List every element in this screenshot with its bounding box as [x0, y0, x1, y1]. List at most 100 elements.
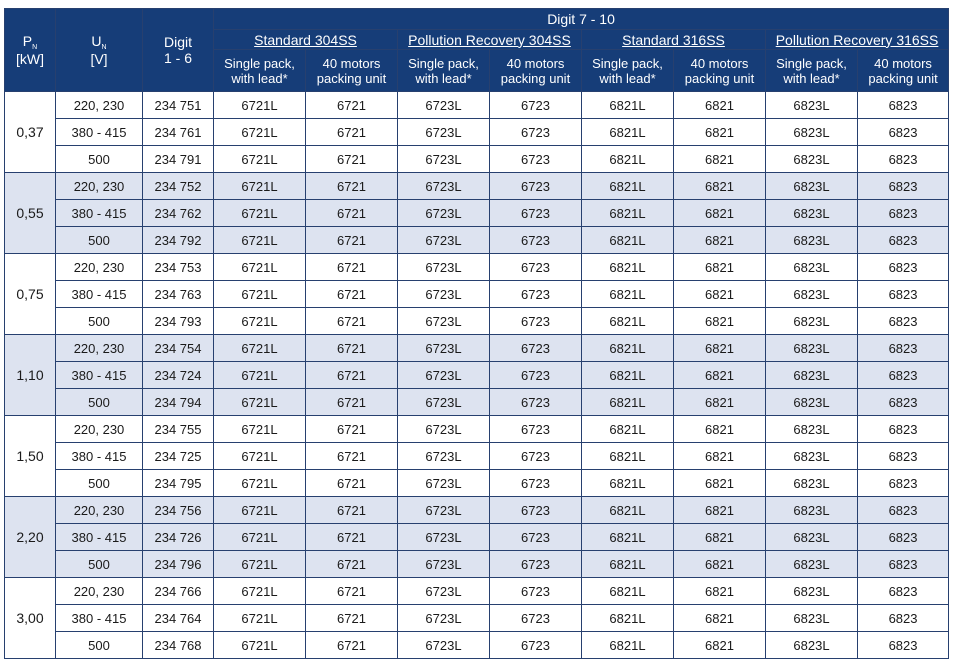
code-cell: 6721 — [305, 118, 398, 146]
code-cell: 6723 — [489, 91, 582, 119]
digit-cell: 234 756 — [142, 496, 214, 524]
voltage-cell: 500 — [55, 307, 143, 335]
code-cell: 6821 — [673, 172, 766, 200]
power-header: PN [kW] — [4, 8, 56, 92]
power-cell: 1,10 — [4, 334, 56, 416]
code-cell: 6823L — [765, 523, 858, 551]
digit-cell: 234 724 — [142, 361, 214, 389]
40-motors-header-line1: 40 motors — [874, 55, 932, 71]
group-header-0: Standard 304SS — [213, 29, 398, 50]
code-cell: 6821L — [581, 469, 674, 497]
voltage-cell: 500 — [55, 631, 143, 659]
code-cell: 6821 — [673, 91, 766, 119]
power-header-unit: [kW] — [16, 51, 44, 67]
code-cell: 6723 — [489, 631, 582, 659]
code-cell: 6823L — [765, 226, 858, 254]
single-pack-header-line2: with lead* — [231, 70, 288, 86]
code-cell: 6821 — [673, 577, 766, 605]
code-cell: 6821 — [673, 334, 766, 362]
digit-cell: 234 762 — [142, 199, 214, 227]
code-cell: 6821 — [673, 199, 766, 227]
digit-cell: 234 725 — [142, 442, 214, 470]
code-cell: 6721 — [305, 415, 398, 443]
code-cell: 6723L — [397, 199, 490, 227]
code-cell: 6723 — [489, 604, 582, 632]
code-cell: 6823L — [765, 469, 858, 497]
code-cell: 6821L — [581, 496, 674, 524]
digit-cell: 234 796 — [142, 550, 214, 578]
code-cell: 6721 — [305, 631, 398, 659]
code-cell: 6823 — [856, 91, 950, 119]
single-pack-header: Single pack, with lead* — [765, 49, 858, 92]
table-row: 500 234 791 6721L 6721 6723L 6723 6821L 6821 682… — [5, 145, 950, 173]
table-body: 0,37 220, 230 234 751 6721L 6721 6723L 6723 682… — [4, 91, 950, 659]
40-motors-header-line2: packing unit — [868, 70, 938, 86]
code-cell: 6823L — [765, 172, 858, 200]
code-cell: 6723L — [397, 631, 490, 659]
code-cell: 6821 — [673, 145, 766, 173]
40-motors-header-line2: packing unit — [500, 70, 571, 86]
code-cell: 6721 — [305, 604, 398, 632]
code-cell: 6721L — [213, 226, 306, 254]
digit-cell: 234 761 — [142, 118, 214, 146]
voltage-cell: 380 - 415 — [55, 604, 143, 632]
code-cell: 6721L — [213, 577, 306, 605]
digit-cell: 234 768 — [142, 631, 214, 659]
code-cell: 6723L — [397, 253, 490, 281]
digit-cell: 234 751 — [142, 91, 214, 119]
code-cell: 6723 — [489, 550, 582, 578]
code-cell: 6823L — [765, 388, 858, 416]
table-row: 500 234 796 6721L 6721 6723L 6723 6821L 6821 682… — [5, 550, 950, 578]
40-motors-header: 40 motors packing unit — [856, 49, 950, 92]
code-cell: 6821L — [581, 199, 674, 227]
table-row: 500 234 768 6721L 6721 6723L 6723 6821L 6821 682… — [5, 631, 950, 659]
40-motors-header-line1: 40 motors — [690, 55, 749, 71]
table-row: 500 234 792 6721L 6721 6723L 6723 6821L 6821 682… — [5, 226, 950, 254]
code-cell: 6723L — [397, 388, 490, 416]
single-pack-header: Single pack, with lead* — [397, 49, 490, 92]
code-cell: 6723L — [397, 118, 490, 146]
code-cell: 6721L — [213, 91, 306, 119]
digit-cell: 234 795 — [142, 469, 214, 497]
voltage-cell: 220, 230 — [55, 172, 143, 200]
40-motors-header: 40 motors packing unit — [673, 49, 766, 92]
table-row: 1,10 220, 230 234 754 6721L 6721 6723L 6723 682… — [4, 334, 950, 416]
single-pack-header-line2: with lead* — [783, 70, 840, 86]
code-cell: 6821L — [581, 415, 674, 443]
voltage-cell: 380 - 415 — [55, 280, 143, 308]
table-row: 500 234 793 6721L 6721 6723L 6723 6821L 6821 682… — [5, 307, 950, 335]
code-cell: 6723 — [489, 118, 582, 146]
code-cell: 6823 — [856, 361, 950, 389]
code-cell: 6721L — [213, 118, 306, 146]
code-cell: 6823 — [856, 577, 950, 605]
code-cell: 6721L — [213, 496, 306, 524]
40-motors-header-line2: packing unit — [316, 70, 387, 86]
code-cell: 6821L — [581, 226, 674, 254]
code-cell: 6721L — [213, 145, 306, 173]
voltage-cell: 500 — [55, 226, 143, 254]
code-cell: 6723 — [489, 199, 582, 227]
table-row: 380 - 415 234 724 6721L 6721 6723L 6723 6821L 6… — [5, 361, 950, 389]
digit-cell: 234 753 — [142, 253, 214, 281]
code-cell: 6823 — [856, 334, 950, 362]
single-pack-header-line1: Single pack, — [592, 55, 663, 71]
code-cell: 6723L — [397, 604, 490, 632]
code-cell: 6821 — [673, 280, 766, 308]
code-cell: 6823L — [765, 280, 858, 308]
code-cell: 6823 — [856, 415, 950, 443]
code-cell: 6721 — [305, 172, 398, 200]
code-cell: 6821 — [673, 118, 766, 146]
code-cell: 6823 — [856, 388, 950, 416]
table-header: PN [kW] UN [V] Digit 1 - 6 Digit 7 - 10 … — [4, 8, 950, 92]
code-cell: 6723L — [397, 496, 490, 524]
code-cell: 6821L — [581, 361, 674, 389]
table-row: 380 - 415 234 725 6721L 6721 6723L 6723 6821L 6… — [5, 442, 950, 470]
code-cell: 6721L — [213, 469, 306, 497]
table-row: 380 - 415 234 764 6721L 6721 6723L 6723 6821L 6… — [5, 604, 950, 632]
table-row: 0,75 220, 230 234 753 6721L 6721 6723L 6723 682… — [4, 253, 950, 335]
table-row: 500 234 794 6721L 6721 6723L 6723 6821L 6821 682… — [5, 388, 950, 416]
code-cell: 6821L — [581, 307, 674, 335]
digit-cell: 234 793 — [142, 307, 214, 335]
code-cell: 6721 — [305, 253, 398, 281]
code-cell: 6721L — [213, 172, 306, 200]
